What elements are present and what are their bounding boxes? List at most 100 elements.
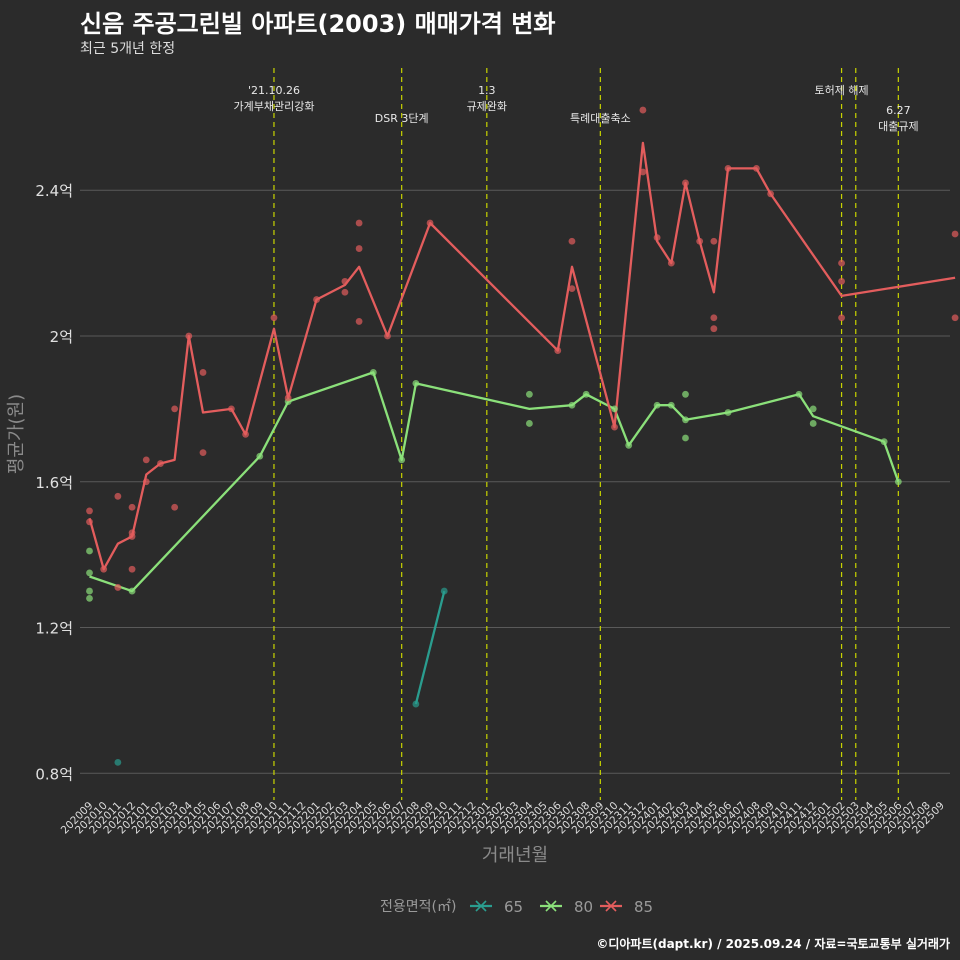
data-point-80 — [682, 416, 689, 424]
data-point-85 — [554, 347, 562, 354]
data-point-85 — [667, 259, 675, 267]
legend-key-mark-65 — [475, 900, 487, 912]
data-point-85 — [228, 405, 235, 413]
y-tick-label: 2억 — [50, 328, 73, 346]
event-label: 토허제 해제 — [815, 83, 869, 97]
series-line-80 — [89, 371, 900, 593]
legend-key-mark-85 — [605, 900, 617, 912]
data-point-85 — [838, 314, 845, 322]
data-point-80 — [256, 452, 264, 460]
legend-label-85: 85 — [634, 898, 653, 916]
data-point-85 — [426, 219, 434, 227]
series-line-65 — [414, 590, 446, 705]
data-point-85 — [568, 285, 576, 293]
legend-label-80: 80 — [574, 898, 593, 916]
data-point-80 — [568, 401, 576, 409]
data-point-85 — [767, 190, 775, 198]
data-point-85 — [724, 164, 732, 172]
data-point-85 — [838, 277, 845, 285]
event-label: 규제완화 — [467, 100, 507, 113]
data-point-85 — [951, 314, 959, 322]
data-point-85 — [355, 219, 363, 227]
event-label: 1.3 — [478, 84, 496, 97]
data-point-85 — [100, 565, 108, 573]
data-point-80 — [412, 379, 420, 387]
data-point-85 — [355, 318, 363, 325]
event-label: DSR 3단계 — [375, 112, 429, 125]
data-point-80 — [86, 569, 93, 577]
y-axis-title: 평균가(원) — [6, 394, 27, 474]
data-point-80 — [525, 390, 533, 398]
data-point-85 — [86, 518, 93, 526]
data-point-85 — [753, 164, 760, 172]
event-label: '21.10.26 — [248, 84, 300, 97]
data-point-80 — [86, 594, 93, 602]
data-point-85 — [568, 237, 576, 245]
data-point-85 — [171, 503, 179, 511]
y-tick-label: 1.2억 — [35, 620, 73, 638]
data-point-80 — [582, 390, 590, 398]
data-point-80 — [369, 369, 377, 376]
data-point-85 — [611, 423, 618, 431]
data-point-85 — [710, 314, 718, 322]
data-point-85 — [313, 296, 320, 303]
data-point-80 — [724, 409, 732, 416]
data-point-65 — [412, 700, 420, 708]
legend-label-65: 65 — [504, 898, 523, 916]
data-point-85 — [128, 533, 136, 540]
data-point-80 — [128, 587, 136, 595]
data-point-85 — [639, 168, 647, 176]
axis-layer: 0.8억1.2억1.6억2억2.4억2020092020102020112020… — [6, 182, 947, 866]
data-point-85 — [696, 237, 704, 245]
data-point-85 — [142, 456, 150, 464]
data-point-80 — [86, 547, 93, 555]
series-points — [86, 106, 959, 766]
event-label: 특례대출축소 — [570, 112, 631, 125]
data-point-85 — [185, 332, 193, 340]
data-point-80 — [611, 405, 618, 413]
data-point-80 — [625, 441, 633, 449]
data-point-85 — [171, 405, 179, 413]
data-point-80 — [86, 587, 93, 595]
data-point-85 — [199, 369, 207, 376]
data-point-80 — [667, 401, 675, 409]
chart-subtitle: 최근 5개년 한정 — [80, 41, 176, 57]
x-axis-title: 거래년월 — [482, 845, 548, 866]
data-point-80 — [809, 420, 817, 427]
data-point-80 — [682, 390, 689, 398]
data-point-85 — [242, 430, 249, 438]
data-point-80 — [525, 420, 533, 427]
data-point-80 — [398, 456, 406, 464]
data-point-85 — [710, 325, 718, 333]
data-point-80 — [795, 390, 803, 398]
data-point-80 — [880, 438, 888, 446]
data-point-85 — [128, 565, 136, 573]
event-label: 대출규제 — [878, 120, 918, 133]
data-point-85 — [682, 179, 689, 187]
data-point-85 — [951, 230, 959, 238]
y-tick-label: 1.6억 — [35, 474, 73, 492]
data-point-85 — [142, 478, 150, 486]
data-point-85 — [639, 106, 647, 114]
chart-title: 신음 주공그린빌 아파트(2003) 매매가격 변화 — [80, 10, 556, 38]
data-point-85 — [341, 288, 349, 296]
data-point-80 — [653, 401, 661, 409]
data-point-80 — [894, 478, 902, 486]
data-point-85 — [838, 259, 845, 267]
data-point-85 — [114, 492, 122, 500]
data-point-85 — [384, 332, 391, 340]
data-point-65 — [114, 758, 122, 766]
data-point-80 — [809, 405, 817, 413]
data-point-85 — [128, 503, 136, 511]
data-point-85 — [284, 394, 292, 402]
source-caption: ©디아파트(dapt.kr) / 2025.09.24 / 자료=국토교통부 실… — [596, 937, 950, 951]
event-label: 가계부채관리강화 — [233, 100, 314, 113]
event-label: 6.27 — [886, 104, 911, 117]
data-point-85 — [355, 245, 363, 252]
data-point-85 — [157, 460, 164, 467]
legend-title: 전용면적(㎡) — [380, 899, 456, 915]
data-point-85 — [86, 507, 93, 515]
series-lines — [88, 141, 956, 705]
